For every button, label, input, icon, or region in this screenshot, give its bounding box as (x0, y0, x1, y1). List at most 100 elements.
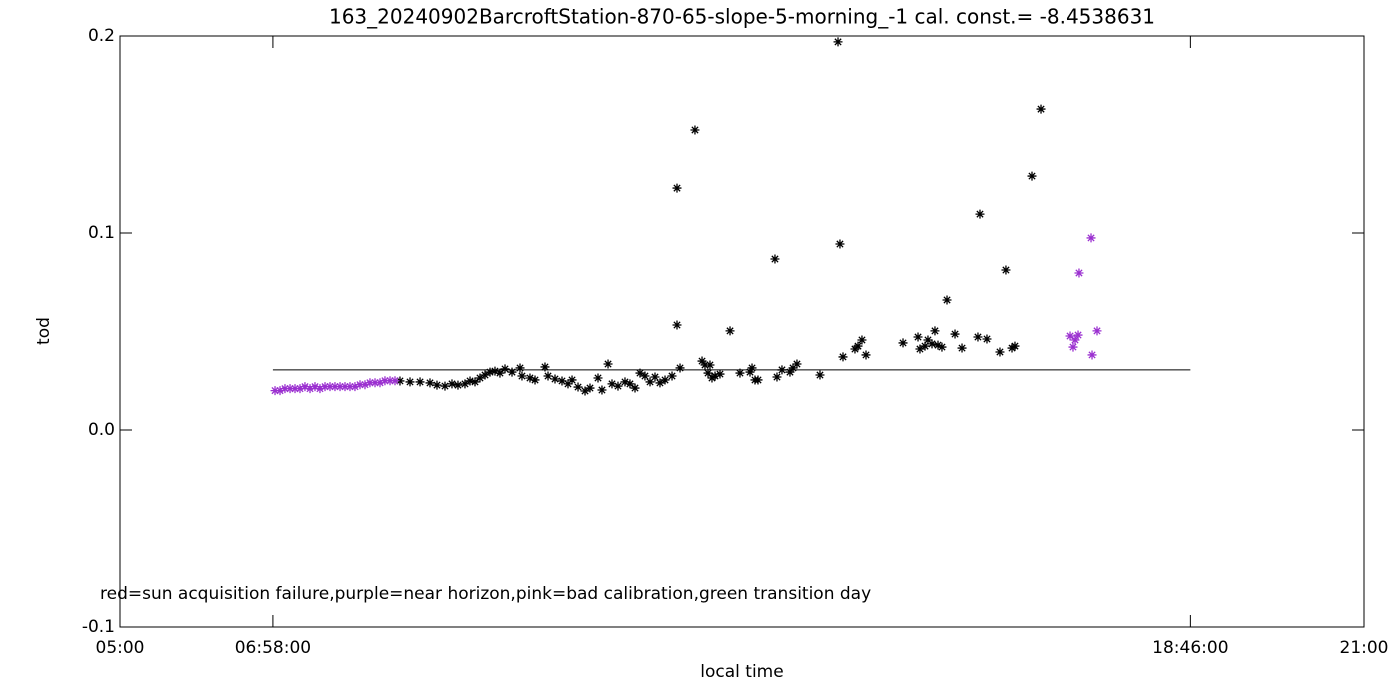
data-point (650, 372, 660, 382)
data-point (753, 375, 763, 385)
data-point (640, 371, 650, 381)
data-point (745, 367, 755, 377)
data-point (950, 329, 960, 339)
data-point (543, 371, 553, 381)
annotation: red=sun acquisition failure,purple=near … (100, 584, 871, 604)
data-point (927, 339, 937, 349)
data-point (697, 356, 707, 366)
data-point (550, 374, 560, 384)
data-point (270, 386, 280, 396)
data-point (835, 239, 845, 249)
data-point (500, 364, 510, 374)
data-point (330, 382, 340, 392)
data-point (1001, 265, 1011, 275)
data-point (593, 373, 603, 383)
data-point (563, 379, 573, 389)
data-point (613, 381, 623, 391)
data-point (725, 326, 735, 336)
y-tick-label: -0.1 (82, 617, 115, 637)
data-point (930, 326, 940, 336)
data-point (957, 343, 967, 353)
data-point (325, 382, 335, 392)
data-point (585, 383, 595, 393)
data-point (815, 370, 825, 380)
y-tick-label: 0.1 (88, 223, 115, 243)
data-point (785, 367, 795, 377)
data-point (675, 363, 685, 373)
data-point (370, 378, 380, 388)
data-point (777, 365, 787, 375)
data-point (672, 183, 682, 193)
data-point (788, 363, 798, 373)
y-axis-label: tod (34, 317, 54, 345)
data-point (295, 384, 305, 394)
data-point (1027, 171, 1037, 181)
data-point (660, 375, 670, 385)
data-point (1086, 233, 1096, 243)
data-point (470, 377, 480, 387)
data-point (792, 359, 802, 369)
data-point (525, 373, 535, 383)
data-point (838, 352, 848, 362)
data-point (315, 384, 325, 394)
data-point (915, 344, 925, 354)
data-point (395, 376, 405, 386)
data-point (335, 382, 345, 392)
data-point (415, 377, 425, 387)
data-point (700, 360, 710, 370)
x-tick-label: 06:58:00 (235, 638, 311, 658)
data-point (772, 372, 782, 382)
data-point (898, 338, 908, 348)
data-point (982, 334, 992, 344)
data-point (703, 368, 713, 378)
data-point (310, 382, 320, 392)
data-point (480, 370, 490, 380)
data-point (667, 371, 677, 381)
data-point (355, 380, 365, 390)
x-tick-label: 05:00 (96, 638, 145, 658)
data-point (672, 320, 682, 330)
data-point (975, 209, 985, 219)
data-point (475, 373, 485, 383)
data-point (540, 362, 550, 372)
data-point (920, 341, 930, 351)
data-point (597, 385, 607, 395)
data-point (620, 377, 630, 387)
data-point (345, 382, 355, 392)
data-point (923, 335, 933, 345)
data-point (861, 350, 871, 360)
data-point (573, 382, 583, 392)
data-point (425, 378, 435, 388)
data-point (1036, 104, 1046, 114)
data-point (735, 368, 745, 378)
data-point (405, 377, 415, 387)
data-point (290, 384, 300, 394)
y-tick-label: 0.0 (88, 420, 115, 440)
data-point (1010, 341, 1020, 351)
data-point (857, 335, 867, 345)
data-point (305, 384, 315, 394)
data-point (715, 369, 725, 379)
data-point (365, 378, 375, 388)
data-point (1070, 335, 1080, 345)
data-point (465, 376, 475, 386)
data-point (1074, 268, 1084, 278)
data-point (625, 379, 635, 389)
data-point (460, 379, 470, 389)
data-point (360, 380, 370, 390)
data-point (285, 384, 295, 394)
data-point (937, 342, 947, 352)
data-point (453, 380, 463, 390)
data-point (1007, 343, 1017, 353)
data-point (630, 383, 640, 393)
data-point (1068, 342, 1078, 352)
data-point (390, 376, 400, 386)
data-point (375, 378, 385, 388)
x-axis-label: local time (700, 662, 783, 682)
data-point (275, 386, 285, 396)
data-point (385, 376, 395, 386)
data-point (515, 363, 525, 373)
data-point (747, 363, 757, 373)
data-point (1065, 331, 1075, 341)
